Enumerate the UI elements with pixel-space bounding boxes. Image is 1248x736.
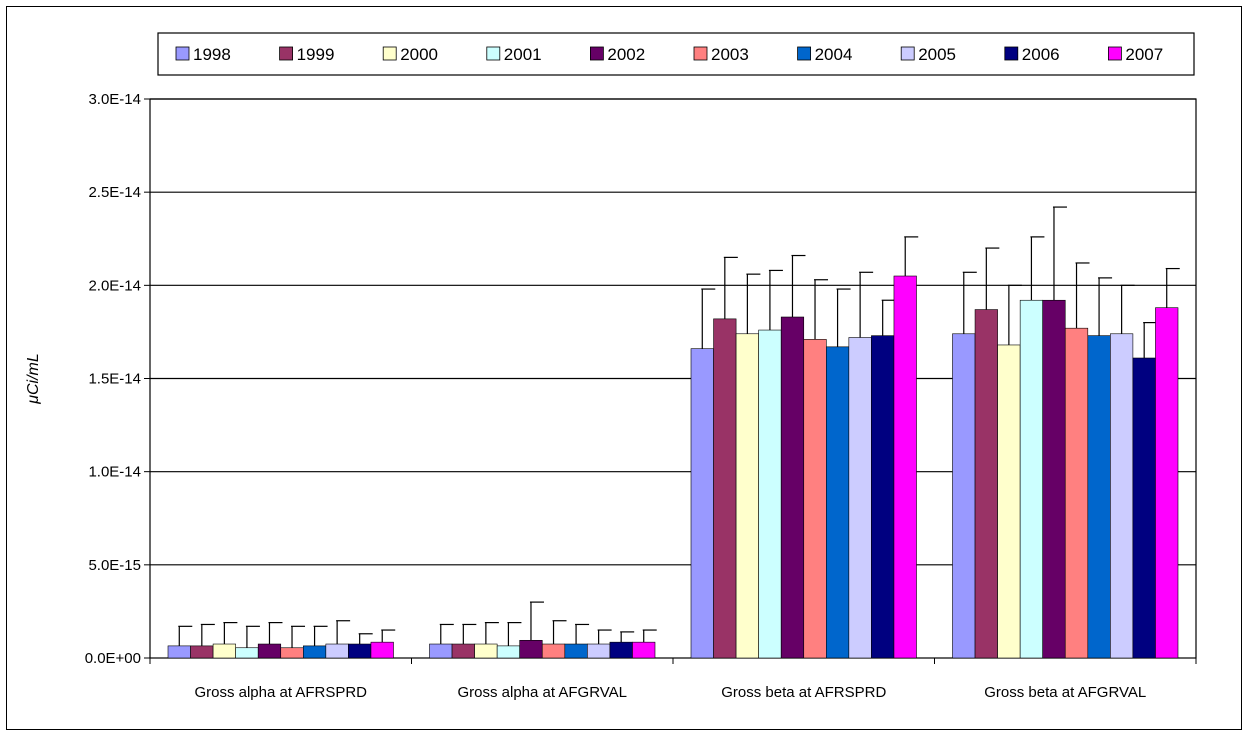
bar — [257, 643, 282, 659]
x-tick-label: Gross alpha at AFRSPRD — [194, 684, 367, 701]
legend-swatch — [279, 46, 294, 61]
bar — [325, 643, 349, 659]
bar — [1132, 357, 1156, 659]
bar — [496, 645, 520, 659]
bar — [758, 329, 782, 659]
bar — [348, 643, 372, 659]
bar — [690, 348, 714, 659]
bar — [997, 344, 1021, 659]
bar — [474, 643, 498, 659]
legend-label: 2003 — [711, 45, 749, 64]
bar — [632, 641, 656, 659]
bar — [609, 641, 633, 659]
bar — [212, 643, 236, 659]
x-tick-label: Gross beta at AFRSPRD — [721, 684, 886, 701]
bar — [564, 643, 588, 659]
legend-swatch — [175, 46, 190, 61]
legend-swatch — [797, 46, 811, 61]
bar — [952, 333, 976, 659]
bar — [167, 645, 191, 659]
y-tick-label: 2.0E-14 — [88, 277, 141, 294]
legend-swatch — [486, 46, 501, 61]
legend-label: 2006 — [1022, 45, 1060, 64]
bar — [541, 643, 566, 659]
bar — [451, 643, 475, 659]
bar — [370, 641, 394, 659]
legend-label: 2000 — [400, 45, 438, 64]
bar — [871, 335, 895, 659]
legend-swatch — [590, 46, 604, 61]
y-tick-label: 5.0E-15 — [88, 557, 141, 574]
legend-swatch — [382, 46, 397, 61]
bar — [974, 309, 998, 659]
bar — [1110, 333, 1134, 659]
bar — [1087, 335, 1111, 659]
bar — [713, 318, 737, 659]
bar — [780, 316, 805, 659]
legend-label: 2007 — [1125, 45, 1163, 64]
y-tick-label: 1.5E-14 — [88, 371, 141, 388]
legend-swatch — [1004, 46, 1019, 61]
legend — [157, 32, 1195, 76]
bar — [1042, 299, 1066, 659]
bar — [848, 337, 872, 659]
y-tick-label: 1.0E-14 — [88, 464, 141, 481]
bar — [302, 645, 327, 659]
y-tick-label: 0.0E+00 — [85, 650, 141, 667]
legend-label: 2002 — [607, 45, 645, 64]
legend-label: 2001 — [504, 45, 542, 64]
legend-swatch — [693, 46, 708, 61]
bar — [803, 339, 827, 659]
y-tick-label: 3.0E-14 — [88, 91, 141, 108]
bar — [1155, 307, 1179, 659]
legend-label: 1998 — [193, 45, 231, 64]
bar — [429, 643, 453, 659]
legend-swatch — [900, 46, 915, 61]
bar — [825, 346, 850, 659]
bar — [587, 643, 611, 659]
bar — [519, 639, 543, 659]
bar — [735, 333, 759, 659]
bar — [235, 647, 259, 659]
legend-label: 2005 — [918, 45, 956, 64]
bar — [1064, 327, 1089, 659]
y-tick-label: 2.5E-14 — [88, 184, 141, 201]
x-tick-label: Gross alpha at AFGRVAL — [457, 684, 627, 701]
legend-label: 2004 — [815, 45, 853, 64]
bar — [1019, 299, 1044, 659]
bar — [893, 275, 917, 659]
legend-swatch — [1108, 46, 1122, 61]
bar — [190, 645, 214, 659]
x-tick-label: Gross beta at AFGRVAL — [984, 684, 1146, 701]
bar — [280, 647, 304, 659]
legend-label: 1999 — [297, 45, 335, 64]
y-axis-label: μCi/mL — [25, 353, 42, 405]
